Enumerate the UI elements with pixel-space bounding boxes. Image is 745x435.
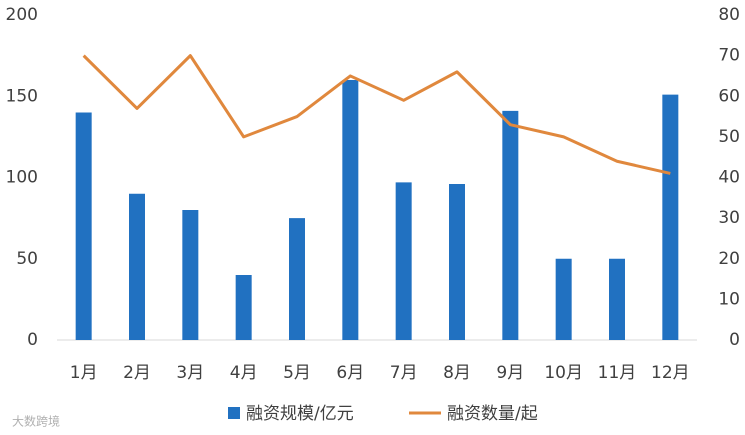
y2-tick-label: 10 (718, 289, 740, 309)
y-tick-label: 0 (27, 330, 38, 350)
y2-tick-label: 20 (718, 249, 740, 269)
y2-tick-label: 70 (718, 46, 740, 66)
y2-tick-label: 40 (718, 168, 740, 188)
y2-tick-label: 50 (718, 127, 740, 147)
y-tick-label: 50 (16, 249, 38, 269)
y2-tick-label: 30 (718, 208, 740, 228)
x-tick-label: 7月 (390, 363, 418, 383)
y-tick-label: 200 (6, 5, 38, 25)
x-tick-label: 10月 (544, 363, 583, 383)
legend-label: 融资规模/亿元 (246, 404, 354, 424)
x-tick-label: 9月 (496, 363, 524, 383)
bar (449, 184, 465, 340)
x-tick-label: 5月 (283, 363, 311, 383)
bar (289, 218, 305, 340)
bar (395, 182, 412, 340)
x-tick-label: 12月 (651, 363, 690, 383)
y2-tick-label: 80 (718, 5, 740, 25)
x-tick-label: 1月 (70, 363, 98, 383)
legend-label: 融资数量/起 (447, 404, 538, 424)
bar (182, 210, 199, 340)
y2-tick-label: 60 (718, 86, 740, 106)
y2-tick-label: 0 (729, 330, 740, 350)
bar (555, 258, 572, 340)
bar (662, 94, 679, 340)
watermark: 大数跨境 (12, 414, 60, 429)
x-tick-label: 8月 (443, 363, 471, 383)
bar (129, 193, 145, 340)
x-tick-label: 6月 (336, 363, 364, 383)
x-tick-label: 3月 (176, 363, 204, 383)
bar (502, 110, 519, 340)
y-tick-label: 100 (6, 168, 38, 188)
bar (235, 275, 252, 340)
legend-swatch (228, 407, 240, 419)
y-tick-label: 150 (6, 86, 38, 106)
x-tick-label: 4月 (230, 363, 258, 383)
line (82, 54, 671, 175)
x-tick-label: 11月 (598, 363, 637, 383)
bar (342, 80, 359, 340)
bar (75, 112, 92, 340)
x-tick-label: 2月 (123, 363, 151, 383)
bar (609, 258, 625, 340)
